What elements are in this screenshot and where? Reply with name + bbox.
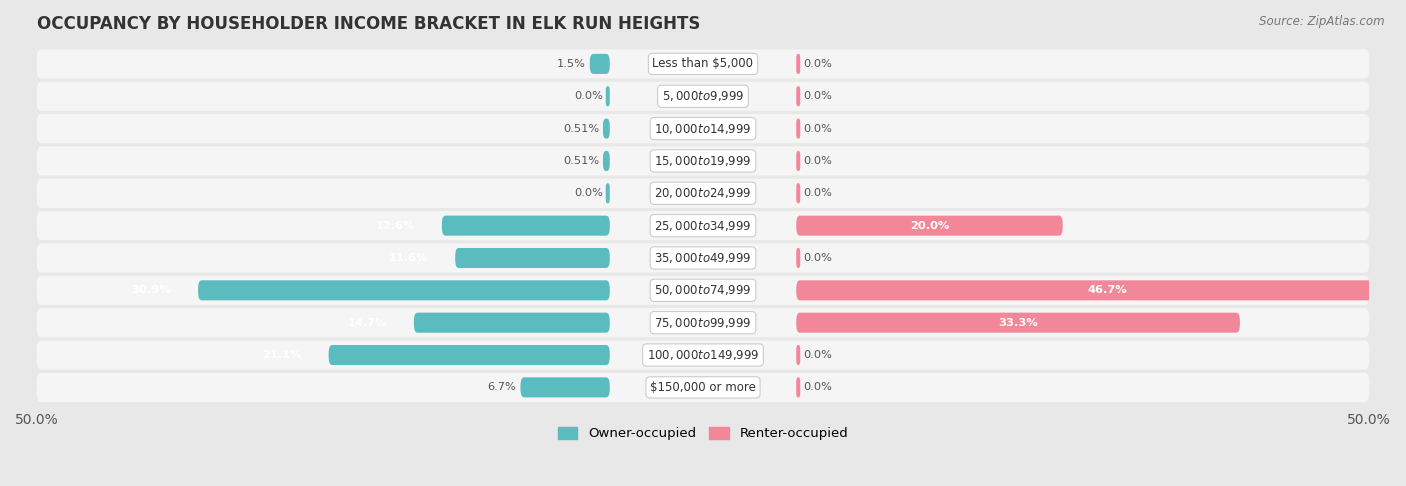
FancyBboxPatch shape <box>37 276 1369 305</box>
FancyBboxPatch shape <box>606 86 610 106</box>
Text: 0.0%: 0.0% <box>803 253 832 263</box>
Text: 14.7%: 14.7% <box>347 318 387 328</box>
Text: 0.0%: 0.0% <box>574 91 603 101</box>
FancyBboxPatch shape <box>37 146 1369 175</box>
FancyBboxPatch shape <box>37 114 1369 143</box>
FancyBboxPatch shape <box>796 216 1063 236</box>
FancyBboxPatch shape <box>606 183 610 203</box>
Text: 30.9%: 30.9% <box>132 285 172 295</box>
FancyBboxPatch shape <box>796 86 800 106</box>
FancyBboxPatch shape <box>441 216 610 236</box>
Text: 0.0%: 0.0% <box>803 123 832 134</box>
FancyBboxPatch shape <box>796 248 800 268</box>
Text: $15,000 to $19,999: $15,000 to $19,999 <box>654 154 752 168</box>
Text: $20,000 to $24,999: $20,000 to $24,999 <box>654 186 752 200</box>
FancyBboxPatch shape <box>456 248 610 268</box>
Text: 0.0%: 0.0% <box>574 188 603 198</box>
FancyBboxPatch shape <box>37 308 1369 337</box>
Text: $50,000 to $74,999: $50,000 to $74,999 <box>654 283 752 297</box>
FancyBboxPatch shape <box>603 119 610 139</box>
Text: 6.7%: 6.7% <box>488 382 516 392</box>
Text: $5,000 to $9,999: $5,000 to $9,999 <box>662 89 744 103</box>
Text: 0.0%: 0.0% <box>803 188 832 198</box>
Text: $35,000 to $49,999: $35,000 to $49,999 <box>654 251 752 265</box>
FancyBboxPatch shape <box>796 345 800 365</box>
Text: 0.51%: 0.51% <box>562 123 599 134</box>
FancyBboxPatch shape <box>329 345 610 365</box>
Text: 21.1%: 21.1% <box>263 350 302 360</box>
Text: $25,000 to $34,999: $25,000 to $34,999 <box>654 219 752 233</box>
FancyBboxPatch shape <box>37 373 1369 402</box>
FancyBboxPatch shape <box>796 183 800 203</box>
Text: 0.0%: 0.0% <box>803 156 832 166</box>
Text: $75,000 to $99,999: $75,000 to $99,999 <box>654 316 752 330</box>
FancyBboxPatch shape <box>37 211 1369 240</box>
Text: 1.5%: 1.5% <box>557 59 586 69</box>
FancyBboxPatch shape <box>796 119 800 139</box>
FancyBboxPatch shape <box>198 280 610 300</box>
FancyBboxPatch shape <box>37 243 1369 273</box>
Text: 0.0%: 0.0% <box>803 91 832 101</box>
FancyBboxPatch shape <box>796 377 800 398</box>
Text: OCCUPANCY BY HOUSEHOLDER INCOME BRACKET IN ELK RUN HEIGHTS: OCCUPANCY BY HOUSEHOLDER INCOME BRACKET … <box>37 15 700 33</box>
Text: $150,000 or more: $150,000 or more <box>650 381 756 394</box>
Text: Source: ZipAtlas.com: Source: ZipAtlas.com <box>1260 15 1385 28</box>
FancyBboxPatch shape <box>796 312 1240 333</box>
FancyBboxPatch shape <box>413 312 610 333</box>
Text: 0.0%: 0.0% <box>803 59 832 69</box>
FancyBboxPatch shape <box>37 50 1369 78</box>
Text: 33.3%: 33.3% <box>998 318 1038 328</box>
FancyBboxPatch shape <box>603 151 610 171</box>
Text: 0.0%: 0.0% <box>803 382 832 392</box>
FancyBboxPatch shape <box>796 280 1406 300</box>
FancyBboxPatch shape <box>37 82 1369 111</box>
FancyBboxPatch shape <box>37 179 1369 208</box>
Text: $10,000 to $14,999: $10,000 to $14,999 <box>654 122 752 136</box>
Text: 11.6%: 11.6% <box>389 253 429 263</box>
Text: 46.7%: 46.7% <box>1087 285 1128 295</box>
Text: Less than $5,000: Less than $5,000 <box>652 57 754 70</box>
FancyBboxPatch shape <box>589 54 610 74</box>
FancyBboxPatch shape <box>796 54 800 74</box>
Text: 12.6%: 12.6% <box>375 221 415 231</box>
Text: 0.51%: 0.51% <box>562 156 599 166</box>
Text: 20.0%: 20.0% <box>910 221 949 231</box>
FancyBboxPatch shape <box>520 377 610 398</box>
Text: $100,000 to $149,999: $100,000 to $149,999 <box>647 348 759 362</box>
Text: 0.0%: 0.0% <box>803 350 832 360</box>
FancyBboxPatch shape <box>796 151 800 171</box>
FancyBboxPatch shape <box>37 341 1369 369</box>
Legend: Owner-occupied, Renter-occupied: Owner-occupied, Renter-occupied <box>553 422 853 446</box>
